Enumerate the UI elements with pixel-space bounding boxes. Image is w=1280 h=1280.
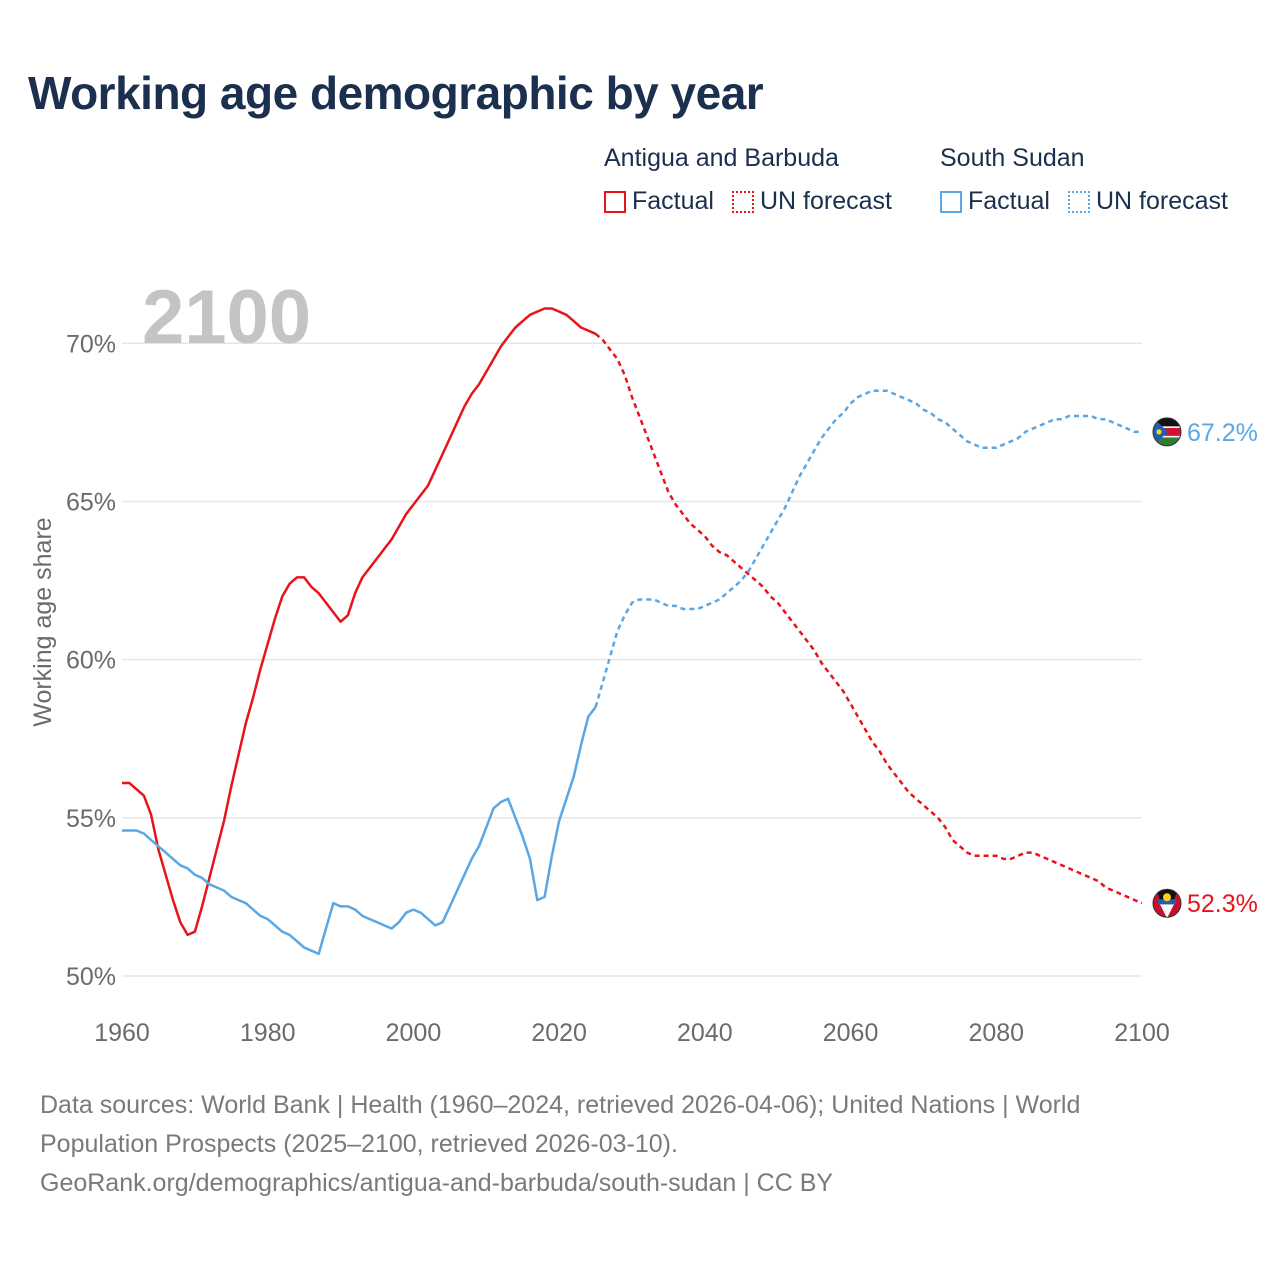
legend-item-label: Factual [968,187,1050,215]
x-tick-label: 1980 [240,1019,296,1047]
y-tick-label: 55% [66,805,116,833]
line-chart: 50% 55% 60% 65% 70% 1960 1980 2000 2020 2040 2060 2… [29,275,1258,1047]
year-label: 2100 [142,275,311,360]
chart-title: Working age demographic by year [28,67,764,119]
series-line-south-sudan-factual[interactable] [122,706,597,956]
footer-link[interactable]: GeoRank.org/demographics/antigua-and-bar… [40,1169,834,1197]
x-tick-label: 2100 [1114,1019,1170,1047]
x-tick-label: 2060 [823,1019,879,1047]
end-value-label: 52.3% [1187,890,1258,918]
legend-item-south-sudan-forecast[interactable]: UN forecast [1067,187,1228,216]
legend-group-title: Antigua and Barbuda [604,144,839,172]
legend-group-title: South Sudan [940,144,1085,172]
legend-swatch-dotted-icon [731,190,754,213]
series-line-antigua-and-barbuda-factual[interactable] [122,307,597,937]
legend-group-antigua-and-barbuda: Antigua and Barbuda Factual UN forecast [604,144,910,216]
x-tick-label: 2080 [968,1019,1024,1047]
legend-item-label: UN forecast [1095,187,1228,215]
footer-line: Population Prospects (2025–2100, retriev… [40,1130,678,1158]
legend-swatch-dotted-icon [1067,190,1090,213]
y-axis-title: Working age share [29,517,57,726]
x-tick-label: 2000 [386,1019,442,1047]
y-tick-label: 65% [66,488,116,516]
x-tick-label: 2040 [677,1019,733,1047]
y-tick-label: 70% [66,330,116,358]
series-line-south-sudan-forecast[interactable] [594,389,1142,708]
y-tick-label: 60% [66,647,116,675]
end-value-label: 67.2% [1187,419,1258,447]
x-tick-label: 1960 [94,1019,150,1047]
legend-item-south-sudan-factual[interactable]: Factual [940,187,1050,216]
south-sudanflag-icon [1153,417,1181,446]
legend-item-antigua-factual[interactable]: Factual [604,187,714,216]
y-tick-label: 50% [66,963,116,991]
legend-item-antigua-forecast[interactable]: UN forecast [731,187,892,216]
legend-swatch-solid-icon [604,190,626,213]
end-marker-ring [1152,417,1182,447]
legend-group-south-sudan: South Sudan Factual UN forecast [940,144,1246,216]
legend-swatch-solid-icon [940,190,962,213]
x-tick-label: 2020 [531,1019,587,1047]
footer-line: Data sources: World Bank | Health (1960–… [40,1091,1081,1119]
series-line-antigua-and-barbuda-forecast[interactable] [594,332,1143,905]
footer-source-note: Data sources: World Bank | Health (1960–… [40,1086,1250,1203]
antigua-and-barbudaflag-icon [1153,889,1181,918]
end-marker-ring [1152,888,1182,918]
legend-item-label: Factual [632,187,714,215]
legend-item-label: UN forecast [759,187,892,215]
